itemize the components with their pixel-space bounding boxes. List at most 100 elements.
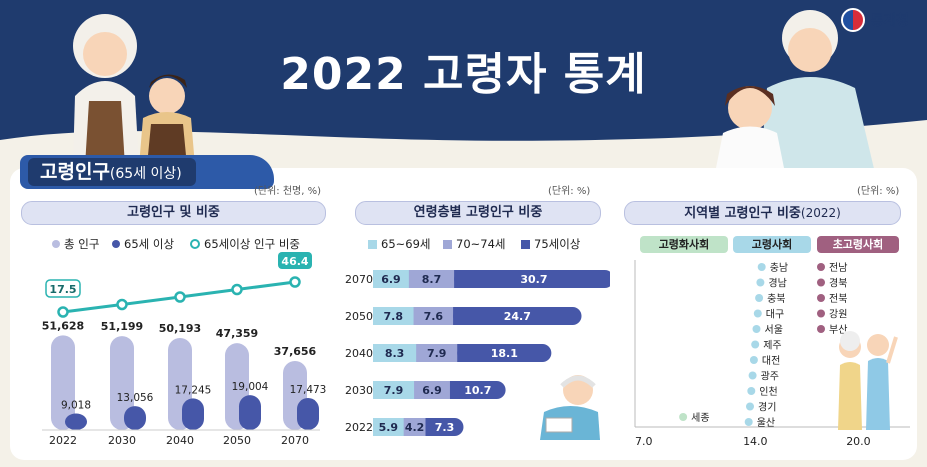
region-label: 전남 [829,262,847,274]
stack-segment-2 [453,307,582,325]
chart3-title: 지역별 고령인구 비중(2022) [624,201,901,225]
stack-value-label: 8.7 [422,273,442,286]
stack-value-label: 24.7 [504,310,531,323]
region-label: 경기 [758,401,776,414]
region-label: 인천 [759,386,777,398]
elderly-population-bar [65,413,87,430]
legend-70-74-label: 70~74세 [456,237,506,251]
chart1-x-tick: 2070 [281,434,309,447]
stack-segment-0 [373,270,410,288]
chart2-unit: (단위: %) [548,186,591,197]
region-point [817,309,825,318]
region-point [817,278,825,287]
region-point [753,309,762,318]
elderly-reading-illustration [540,375,600,440]
legend-75plus-label: 75세이상 [534,237,581,251]
stack-value-label: 6.9 [381,273,401,286]
chart3-x-tick: 7.0 [635,435,653,448]
chart2-legend-65-69: 65~69세 [368,236,430,252]
elderly-population-bar [239,395,261,430]
ratio-point [289,276,301,288]
stack-segment-corner [425,418,436,436]
region-label: 강원 [829,309,847,321]
elderly-population-bar [297,397,319,430]
region-label: 경북 [829,277,847,290]
total-population-label: 47,359 [216,327,258,340]
region-label: 충남 [770,262,788,274]
ratio-label-start: 17.5 [49,283,76,296]
chart1-x-tick: 2040 [166,434,194,447]
chart1-legend-total: 총 인구 [52,236,99,252]
ratio-point [57,306,69,318]
region-label: 부산 [829,324,847,336]
region-label: 제주 [763,340,781,352]
region-point [752,325,761,333]
total-population-label: 51,199 [101,320,143,333]
legend-elderly-label: 65세 이상 [124,237,175,251]
ratio-point [231,283,243,296]
page-title: 2022 고령자 통계 [280,49,647,100]
stack-segment-2 [454,270,610,288]
ratio-point [116,298,128,311]
stack-segment-corner [449,381,460,399]
region-label: 서울 [765,324,783,336]
ratio-label-box-start [45,279,81,298]
elderly-couple-illustration [838,331,898,430]
elderly-population-bar [182,398,204,430]
stack-segment-0 [373,418,405,436]
region-label: 광주 [761,371,779,383]
stack-value-label: 6.9 [422,384,442,397]
stack-segment-1 [414,381,451,399]
total-population-bar [51,335,75,430]
group-aging: 고령화사회 [640,236,728,253]
stack-value-label: 7.8 [384,310,404,323]
agency-logo-icon [841,8,866,32]
legend-ratio-label: 65세이상 인구 비중 [204,237,301,251]
region-point [817,325,825,333]
chart3-title-text: 지역별 고령인구 비중 [684,206,801,221]
stack-segment-2 [457,344,552,362]
stack-segment-0 [373,344,418,362]
elderly-population-label: 17,245 [175,384,212,396]
chart1-legend-elderly: 65세 이상 [112,236,174,252]
region-point [756,278,765,287]
region-point [679,413,688,421]
stack-segment-corner [453,307,464,325]
region-point [755,294,764,302]
region-point [747,387,756,395]
stack-value-label: 30.7 [520,273,547,286]
total-population-bar [110,336,134,430]
region-point [746,402,754,411]
ratio-label-box-end [278,252,312,269]
chart2-title: 연령층별 고령인구 비중 [355,201,601,225]
elderly-population-label: 9,018 [61,399,91,411]
chart3-x-tick: 20.0 [846,435,871,448]
section-title-text: 고령인구 [40,161,110,183]
region-point [817,263,825,271]
agency-name: 통계청 [870,13,909,29]
stack-segment-2 [449,381,506,399]
region-point [749,356,758,364]
ratio-point [174,291,186,303]
stack-segment-0 [373,381,416,399]
legend-total-label: 총 인구 [64,237,100,251]
elderly-population-label: 17,473 [290,384,327,396]
stack-value-label: 8.3 [385,347,405,360]
agency-logo: 통계청 [841,8,909,32]
chart1-title: 고령인구 및 비중 [21,201,326,225]
chart2-legend-70-74: 70~74세 [443,236,505,252]
region-label: 대구 [766,309,784,321]
stack-value-label: 7.9 [384,384,404,397]
chart1-legend-ratio: 65세이상 인구 비중 [190,236,300,252]
elderly-population-label: 19,004 [232,381,269,393]
stack-value-label: 4.2 [405,421,425,434]
stack-segment-1 [403,418,427,436]
region-point [744,418,753,426]
chart1-unit: (단위: 천명, %) [254,186,322,197]
elderly-population-label: 13,056 [117,392,154,404]
chart2-y-tick: 2070 [345,273,373,286]
stack-segment-1 [413,307,455,325]
stack-value-label: 7.6 [424,310,444,323]
region-label: 세종 [691,412,709,424]
